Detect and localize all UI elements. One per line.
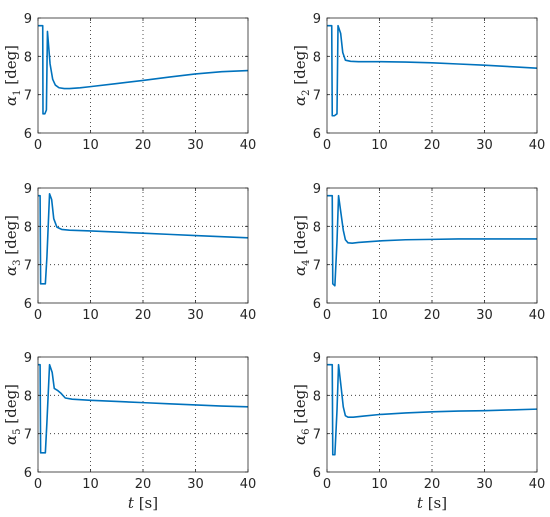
x-tick-label: 0 bbox=[34, 138, 42, 153]
x-tick-label: 20 bbox=[135, 308, 152, 323]
x-tick-label: 30 bbox=[476, 138, 493, 153]
x-tick-label: 0 bbox=[34, 477, 42, 492]
panel-5: 0 10 20 30 40 6 7 8 9 α5 [deg] t [s] bbox=[2, 351, 256, 512]
panel-2: 0 10 20 30 40 6 7 8 9 α2 [deg] bbox=[291, 12, 545, 153]
x-tick-label: 30 bbox=[187, 477, 204, 492]
y-tick-label: 6 bbox=[24, 297, 32, 312]
y-axis-label: α4 [deg] bbox=[291, 215, 312, 276]
y-tick-label: 6 bbox=[24, 466, 32, 481]
y-tick-label: 9 bbox=[313, 351, 321, 366]
x-tick-label: 0 bbox=[323, 477, 331, 492]
y-tick-label: 7 bbox=[313, 428, 321, 443]
x-tick-label: 0 bbox=[34, 308, 42, 323]
x-tick-label: 0 bbox=[323, 138, 331, 153]
panel-6: 0 10 20 30 40 6 7 8 9 α6 [deg] t [s] bbox=[291, 351, 545, 512]
y-axis-label: α3 [deg] bbox=[2, 215, 23, 276]
series-line bbox=[38, 24, 249, 115]
y-tick-label: 7 bbox=[313, 89, 321, 104]
y-tick-label: 9 bbox=[313, 182, 321, 197]
series-line bbox=[327, 194, 537, 287]
y-tick-label: 9 bbox=[24, 12, 32, 27]
y-tick-label: 6 bbox=[313, 466, 321, 481]
x-tick-label: 20 bbox=[424, 138, 441, 153]
y-tick-label: 8 bbox=[24, 389, 32, 404]
panel-3: 0 10 20 30 40 6 7 8 9 α3 [deg] bbox=[2, 182, 256, 323]
x-tick-label: 10 bbox=[82, 138, 99, 153]
x-tick-label: 30 bbox=[476, 477, 493, 492]
x-tick-label: 40 bbox=[240, 138, 257, 153]
axes-frame bbox=[326, 17, 538, 134]
y-tick-label: 6 bbox=[313, 297, 321, 312]
y-axis-label: α2 [deg] bbox=[291, 45, 312, 106]
x-tick-label: 40 bbox=[529, 308, 546, 323]
axes-frame bbox=[37, 187, 249, 304]
x-tick-label: 40 bbox=[529, 138, 546, 153]
y-axis-label: α1 [deg] bbox=[2, 45, 23, 106]
y-tick-label: 8 bbox=[313, 50, 321, 65]
y-tick-label: 8 bbox=[313, 220, 321, 235]
y-tick-label: 8 bbox=[313, 389, 321, 404]
y-tick-label: 7 bbox=[24, 428, 32, 443]
x-tick-label: 40 bbox=[529, 477, 546, 492]
panel-4: 0 10 20 30 40 6 7 8 9 α4 [deg] bbox=[291, 182, 545, 323]
x-axis-label: t [s] bbox=[417, 494, 447, 512]
y-axis-label: α6 [deg] bbox=[291, 384, 312, 445]
y-axis-label: α5 [deg] bbox=[2, 384, 23, 445]
x-axis-label: t [s] bbox=[128, 494, 158, 512]
axes-frame bbox=[37, 17, 249, 134]
y-tick-label: 8 bbox=[24, 220, 32, 235]
x-tick-label: 10 bbox=[82, 308, 99, 323]
x-tick-label: 30 bbox=[476, 308, 493, 323]
x-tick-label: 20 bbox=[424, 477, 441, 492]
y-tick-label: 6 bbox=[24, 127, 32, 142]
x-tick-label: 10 bbox=[371, 477, 388, 492]
x-tick-label: 10 bbox=[82, 477, 99, 492]
x-tick-label: 20 bbox=[135, 477, 152, 492]
y-tick-label: 7 bbox=[24, 89, 32, 104]
x-tick-label: 40 bbox=[240, 308, 257, 323]
y-tick-label: 7 bbox=[313, 259, 321, 274]
panel-1: 0 10 20 30 40 6 7 8 9 α1 [deg] bbox=[2, 12, 256, 153]
y-tick-label: 7 bbox=[24, 259, 32, 274]
series-line bbox=[38, 192, 249, 285]
x-tick-label: 40 bbox=[240, 477, 257, 492]
x-tick-label: 20 bbox=[424, 308, 441, 323]
series-line bbox=[327, 24, 538, 117]
y-tick-label: 9 bbox=[313, 12, 321, 27]
x-tick-label: 10 bbox=[371, 308, 388, 323]
x-tick-label: 30 bbox=[187, 308, 204, 323]
y-tick-label: 9 bbox=[24, 351, 32, 366]
x-tick-label: 0 bbox=[323, 308, 331, 323]
series-line bbox=[38, 363, 249, 454]
y-tick-label: 6 bbox=[313, 127, 321, 142]
axes-frame bbox=[37, 356, 249, 473]
x-tick-label: 10 bbox=[371, 138, 388, 153]
y-tick-label: 8 bbox=[24, 50, 32, 65]
y-tick-label: 9 bbox=[24, 182, 32, 197]
x-tick-label: 20 bbox=[135, 138, 152, 153]
x-tick-label: 30 bbox=[187, 138, 204, 153]
axes-frame bbox=[326, 187, 538, 304]
axes-frame bbox=[326, 356, 538, 473]
series-line bbox=[327, 363, 538, 456]
